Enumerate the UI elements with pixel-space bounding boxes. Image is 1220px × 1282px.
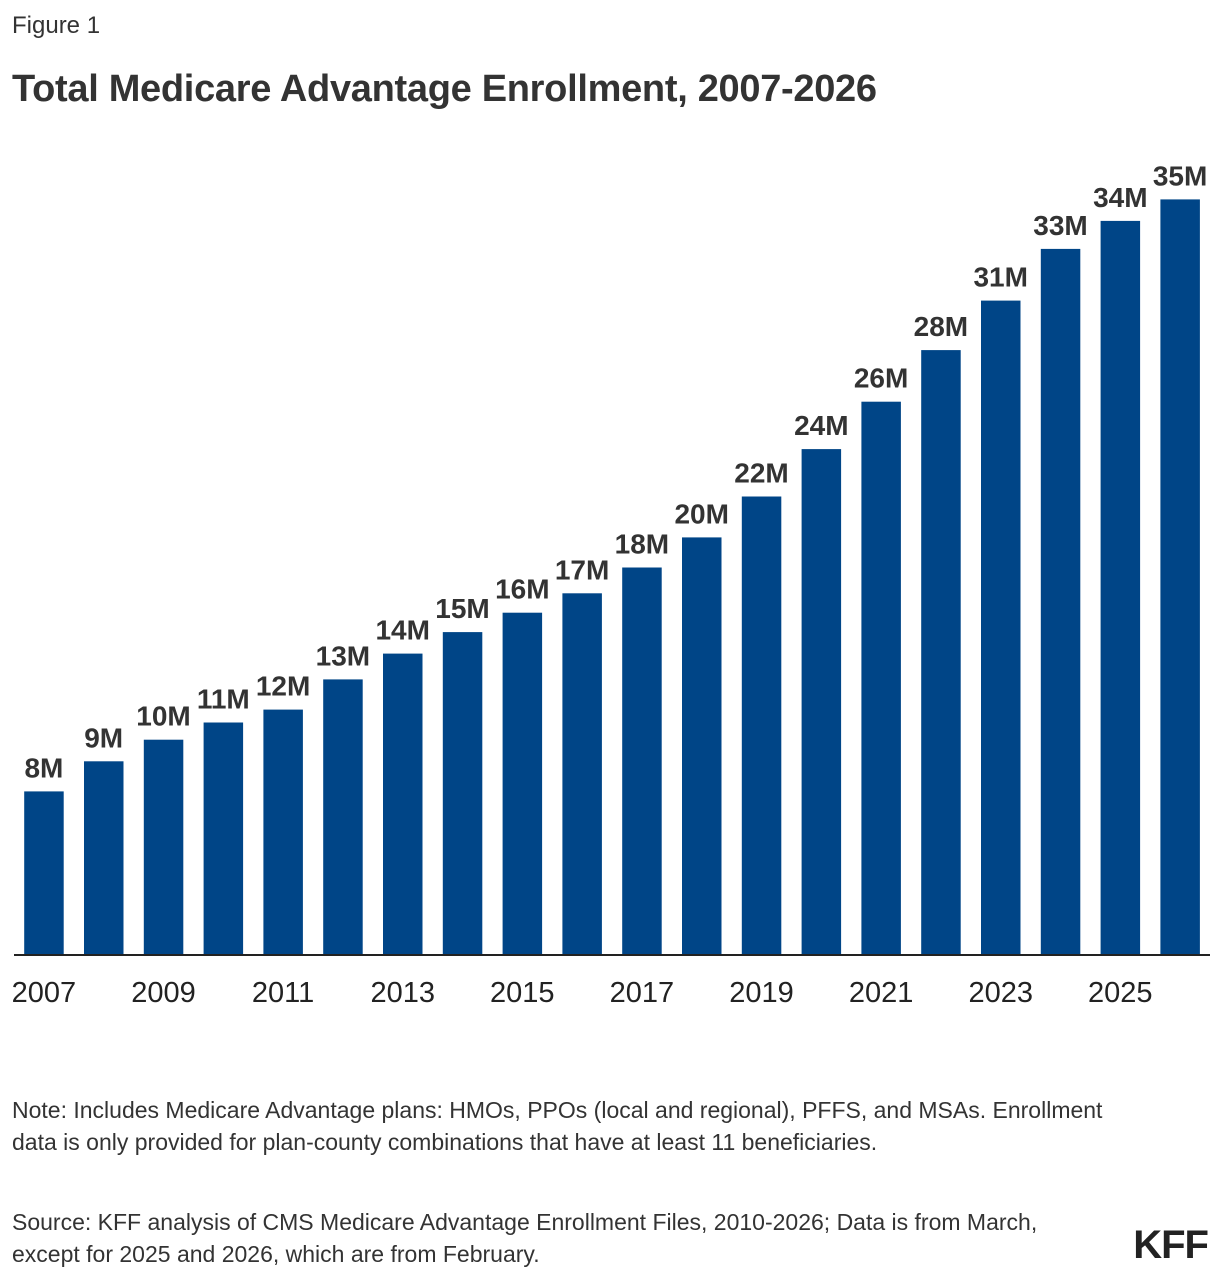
value-label-2014: 15M bbox=[435, 593, 489, 624]
bar-2021 bbox=[861, 401, 901, 955]
bar-2007 bbox=[24, 791, 64, 955]
bar-2019 bbox=[741, 496, 782, 955]
tick-label-2025: 2025 bbox=[1088, 977, 1153, 1009]
value-label-2008: 9M bbox=[84, 722, 123, 753]
tick-label-2015: 2015 bbox=[490, 977, 555, 1009]
value-label-2026: 35M bbox=[1153, 160, 1207, 191]
bar-2009 bbox=[143, 739, 184, 955]
bar-2015 bbox=[502, 612, 543, 955]
tick-label-2021: 2021 bbox=[849, 977, 914, 1009]
chart-title: Total Medicare Advantage Enrollment, 200… bbox=[12, 68, 877, 110]
bar-2014 bbox=[442, 632, 483, 955]
bar-2022 bbox=[921, 350, 961, 956]
bar-2026 bbox=[1160, 199, 1200, 955]
value-label-2013: 14M bbox=[375, 615, 429, 646]
tick-labels-group: 2007 2009 2011 2013 2015 2017 2019 2021 2023 2025 bbox=[12, 977, 1153, 1009]
bar-2012 bbox=[323, 679, 363, 955]
value-label-2020: 24M bbox=[794, 410, 848, 441]
value-label-2011: 12M bbox=[256, 671, 310, 702]
bar-2011 bbox=[263, 709, 303, 955]
value-label-2016: 17M bbox=[555, 554, 609, 585]
chart-note: Note: Includes Medicare Advantage plans:… bbox=[12, 1097, 1103, 1155]
value-label-2017: 18M bbox=[615, 529, 669, 560]
tick-label-2023: 2023 bbox=[968, 977, 1033, 1009]
bar-2010 bbox=[203, 722, 244, 955]
bars-group bbox=[24, 199, 1200, 956]
bar-2017 bbox=[622, 567, 662, 955]
bar-2023 bbox=[981, 300, 1021, 956]
bar-2020 bbox=[801, 449, 842, 955]
value-label-2023: 31M bbox=[973, 262, 1027, 293]
value-label-2015: 16M bbox=[495, 574, 549, 605]
bar-2018 bbox=[682, 537, 722, 955]
bar-2024 bbox=[1040, 248, 1081, 955]
bar-2013 bbox=[383, 653, 423, 955]
tick-label-2017: 2017 bbox=[610, 977, 675, 1009]
value-label-2010: 11M bbox=[197, 684, 250, 715]
value-label-2024: 33M bbox=[1033, 210, 1087, 241]
value-label-2012: 13M bbox=[316, 640, 370, 671]
kff-logo: KFF bbox=[1133, 1223, 1209, 1267]
bar-2025 bbox=[1100, 220, 1141, 955]
chart-source: Source: KFF analysis of CMS Medicare Adv… bbox=[12, 1209, 1038, 1267]
tick-label-2011: 2011 bbox=[252, 977, 314, 1009]
value-label-2007: 8M bbox=[24, 752, 63, 783]
figure-label: Figure 1 bbox=[12, 12, 101, 39]
bar-2016 bbox=[562, 593, 602, 955]
value-label-2019: 22M bbox=[734, 458, 788, 489]
bar-2008 bbox=[84, 761, 124, 956]
value-label-2009: 10M bbox=[136, 701, 190, 732]
tick-label-2007: 2007 bbox=[12, 977, 77, 1009]
tick-label-2009: 2009 bbox=[131, 977, 196, 1009]
value-label-2022: 28M bbox=[914, 311, 968, 342]
tick-label-2013: 2013 bbox=[370, 977, 435, 1009]
value-label-2018: 20M bbox=[674, 498, 728, 529]
value-label-2021: 26M bbox=[854, 363, 908, 394]
tick-label-2019: 2019 bbox=[729, 977, 794, 1009]
value-label-2025: 34M bbox=[1093, 182, 1147, 213]
